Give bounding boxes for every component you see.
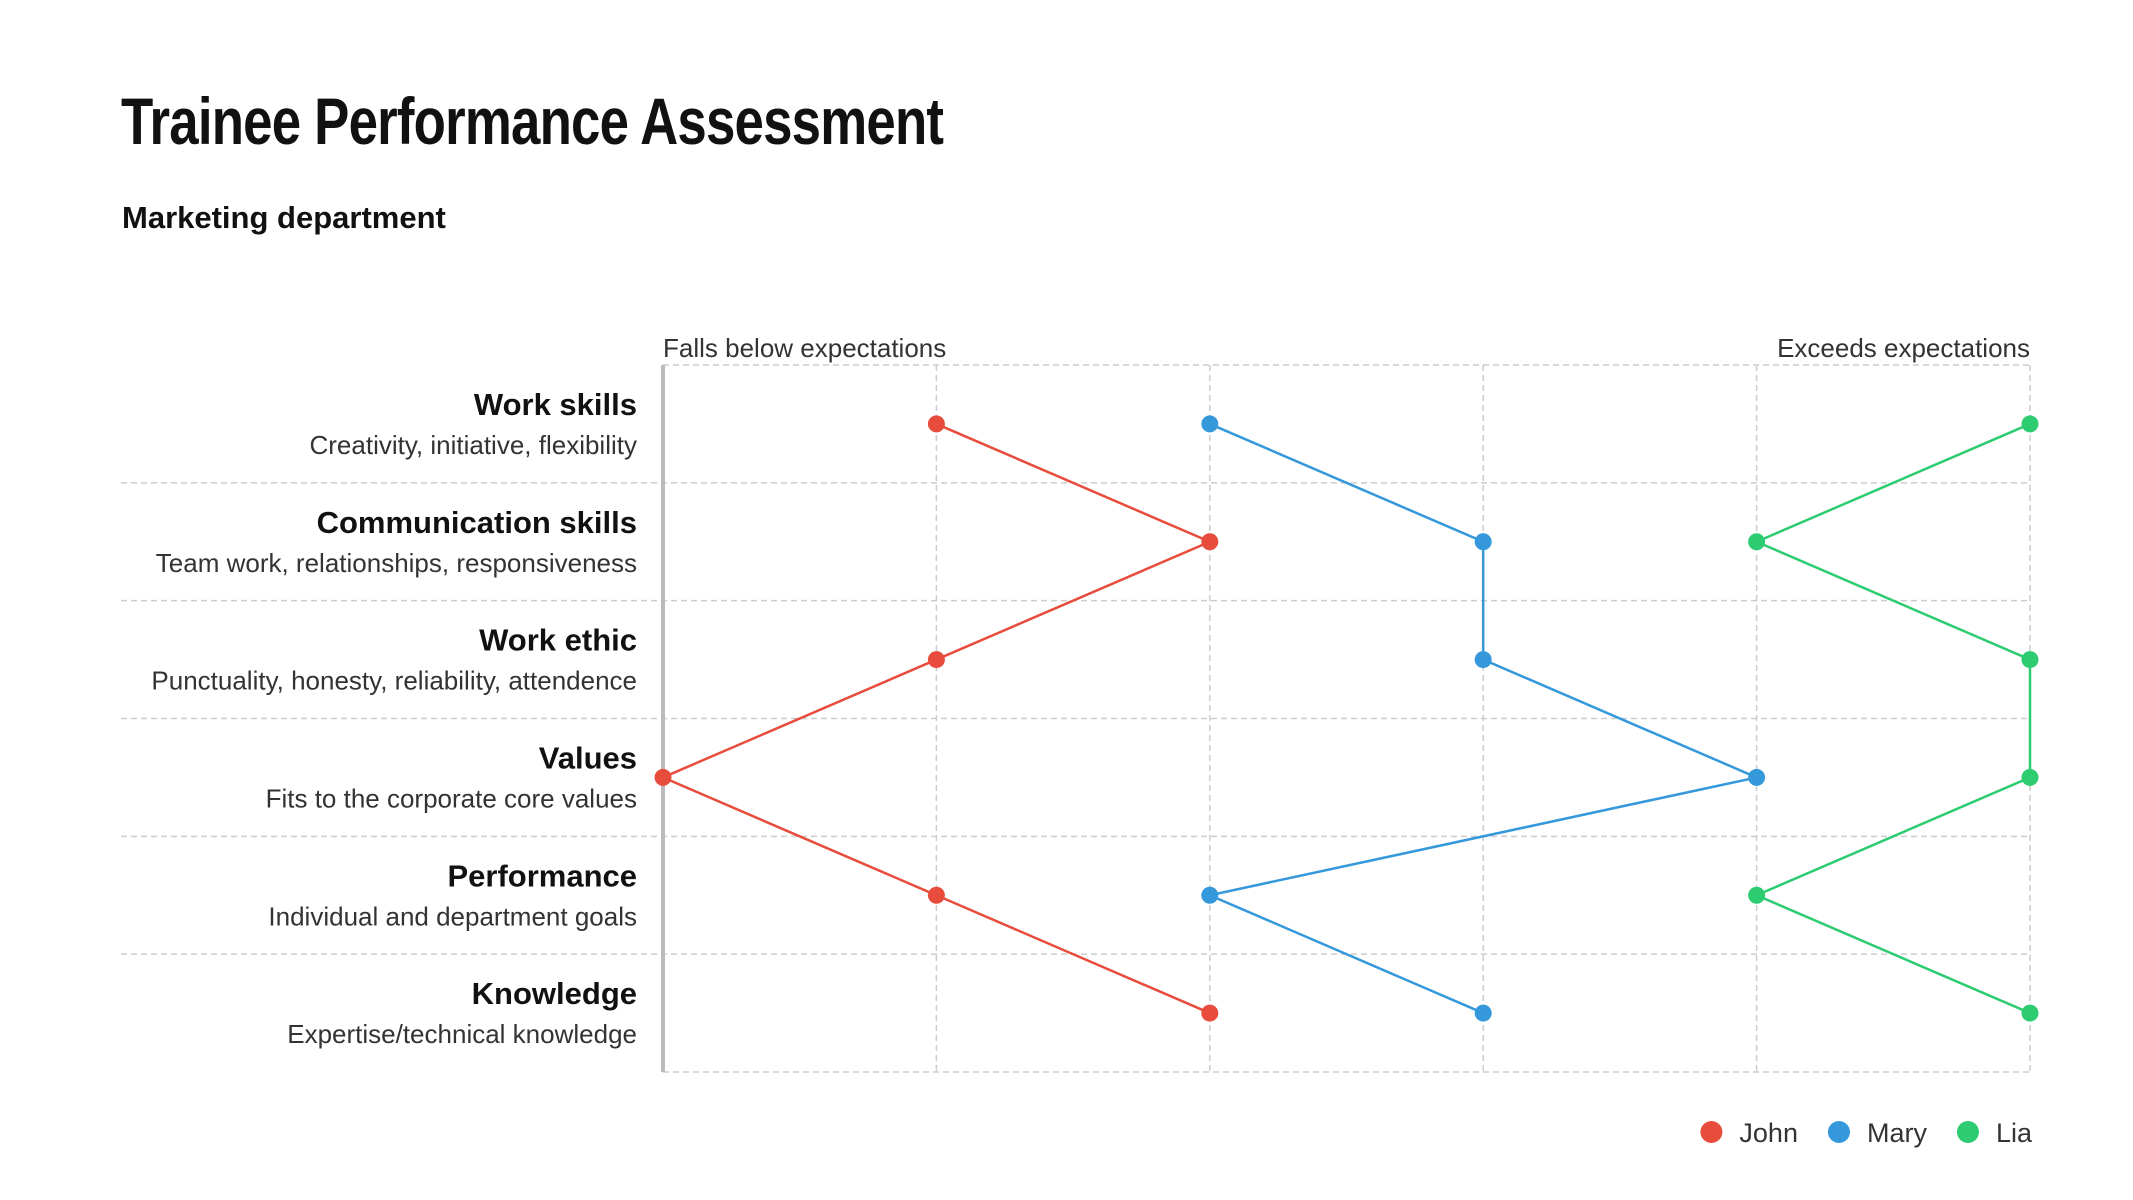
legend-item-mary: Mary xyxy=(1827,1118,1927,1148)
category-description: Punctuality, honesty, reliability, atten… xyxy=(151,666,637,696)
series-john xyxy=(654,415,1219,1022)
category-description: Expertise/technical knowledge xyxy=(287,1019,637,1049)
series-lia xyxy=(1748,415,2039,1022)
chart-subtitle: Marketing department xyxy=(122,200,446,235)
category-title: Performance xyxy=(447,858,637,893)
data-point xyxy=(1748,886,1766,904)
legend: John Mary Lia xyxy=(1700,1118,2033,1148)
data-point xyxy=(2021,651,2039,669)
series-mary xyxy=(1201,415,1766,1022)
data-point xyxy=(1474,651,1492,669)
category-title: Work skills xyxy=(474,387,637,422)
grid-lines xyxy=(121,364,2031,1073)
data-point xyxy=(927,886,945,904)
category-labels: Work skills Creativity, initiative, flexi… xyxy=(151,387,637,1049)
legend-item-lia: Lia xyxy=(1956,1118,2033,1148)
data-point xyxy=(1201,886,1219,904)
category-title: Values xyxy=(539,740,637,775)
legend-swatch xyxy=(1956,1121,1979,1143)
series-line xyxy=(659,422,1213,1015)
data-point xyxy=(2021,415,2039,433)
data-point xyxy=(1748,533,1766,551)
series-lines xyxy=(654,415,2039,1022)
data-point xyxy=(1201,1004,1219,1022)
category-title: Knowledge xyxy=(472,976,637,1011)
data-point xyxy=(1748,768,1766,786)
legend-swatch xyxy=(1827,1121,1850,1143)
data-point xyxy=(2021,1004,2039,1022)
data-point xyxy=(1201,533,1219,551)
series-line xyxy=(1753,422,2032,1015)
data-point xyxy=(2021,768,2039,786)
legend-label: Lia xyxy=(1996,1118,2033,1148)
data-point xyxy=(1201,415,1219,433)
axis-right-label: Exceeds expectations xyxy=(1777,333,2030,363)
legend-item-john: John xyxy=(1700,1118,1798,1148)
category-title: Communication skills xyxy=(317,505,637,540)
data-point xyxy=(1474,533,1492,551)
series-line xyxy=(1205,422,1761,1015)
legend-swatch xyxy=(1700,1121,1723,1143)
data-point xyxy=(1474,1004,1492,1022)
legend-label: John xyxy=(1739,1118,1798,1148)
data-point xyxy=(654,768,672,786)
chart-title: Trainee Performance Assessment xyxy=(121,84,944,158)
data-point xyxy=(927,651,945,669)
category-title: Work ethic xyxy=(479,623,637,658)
category-description: Individual and department goals xyxy=(268,901,637,931)
category-description: Team work, relationships, responsiveness xyxy=(156,548,637,578)
data-point xyxy=(927,415,945,433)
axis-left-label: Falls below expectations xyxy=(663,333,946,363)
category-description: Creativity, initiative, flexibility xyxy=(309,430,637,460)
category-description: Fits to the corporate core values xyxy=(266,783,637,813)
legend-label: Mary xyxy=(1867,1118,1927,1148)
